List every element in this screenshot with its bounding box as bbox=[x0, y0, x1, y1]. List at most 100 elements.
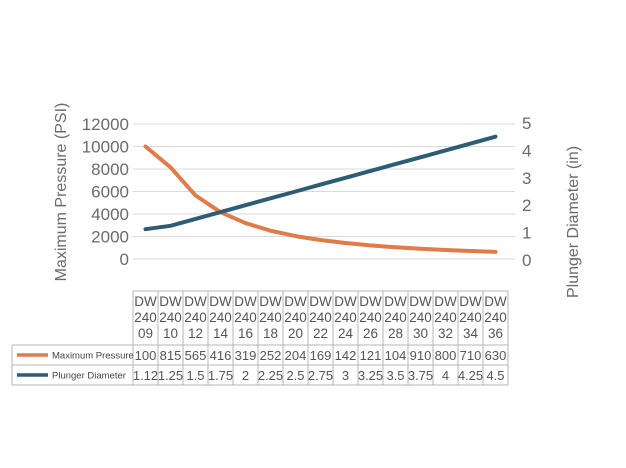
data-label: 1.75 bbox=[208, 368, 233, 383]
category-label: 30 bbox=[413, 326, 428, 341]
category-label: 240 bbox=[259, 310, 282, 325]
data-label: 3.5 bbox=[386, 368, 404, 383]
data-label: 3 bbox=[342, 368, 349, 383]
data-label: 1.25 bbox=[158, 368, 183, 383]
y-tick-label: 4000 bbox=[91, 205, 129, 224]
category-label: DW bbox=[284, 294, 307, 309]
maximum-pressure-line bbox=[143, 144, 498, 254]
data-label: 565 bbox=[185, 348, 207, 363]
category-label: DW bbox=[259, 294, 282, 309]
category-label: 28 bbox=[388, 326, 403, 341]
y-tick-label: 12000 bbox=[82, 115, 129, 134]
data-label: 3.25 bbox=[358, 368, 383, 383]
data-label: 100 bbox=[135, 348, 157, 363]
category-label: 240 bbox=[409, 310, 432, 325]
category-label: 12 bbox=[188, 326, 203, 341]
data-label: 121 bbox=[360, 348, 382, 363]
y-axis-left-label: Maximum Pressure (PSI) bbox=[53, 103, 70, 282]
data-label: 815 bbox=[160, 348, 182, 363]
category-label: 240 bbox=[334, 310, 357, 325]
data-label: 104 bbox=[385, 348, 407, 363]
category-label: 18 bbox=[263, 326, 278, 341]
y-axis-right-ticks: 5 4 3 2 1 0 bbox=[522, 114, 531, 270]
data-table: DW24009DW24010DW24012DW24014DW24016DW240… bbox=[11, 290, 509, 386]
category-label: 240 bbox=[234, 310, 257, 325]
legend-label: Plunger Diameter bbox=[52, 371, 126, 382]
category-label: DW bbox=[234, 294, 257, 309]
category-label: 240 bbox=[184, 310, 207, 325]
data-label: 4 bbox=[442, 368, 449, 383]
data-label: 800 bbox=[435, 348, 457, 363]
category-label: 240 bbox=[309, 310, 332, 325]
category-label: 34 bbox=[463, 326, 479, 341]
category-label: 240 bbox=[384, 310, 407, 325]
y2-tick-label: 2 bbox=[522, 196, 531, 215]
category-label: 32 bbox=[438, 326, 453, 341]
data-label: 204 bbox=[285, 348, 307, 363]
plunger-diameter-line bbox=[143, 134, 498, 232]
category-label: DW bbox=[484, 294, 507, 309]
data-label: 319 bbox=[235, 348, 257, 363]
y-tick-label: 10000 bbox=[82, 138, 129, 157]
legend-label: Maximum Pressure bbox=[52, 351, 134, 362]
category-label: DW bbox=[159, 294, 182, 309]
category-label: 36 bbox=[488, 326, 503, 341]
gridlines bbox=[133, 123, 515, 260]
category-label: 240 bbox=[359, 310, 382, 325]
data-label: 710 bbox=[460, 348, 482, 363]
y-tick-label: 2000 bbox=[91, 228, 129, 247]
category-label: DW bbox=[359, 294, 382, 309]
data-label: 1.12 bbox=[133, 368, 158, 383]
category-label: 240 bbox=[209, 310, 232, 325]
y2-tick-label: 0 bbox=[522, 251, 531, 270]
category-label: DW bbox=[309, 294, 332, 309]
category-label: 20 bbox=[288, 326, 303, 341]
data-label: 142 bbox=[335, 348, 357, 363]
data-label: 1.5 bbox=[186, 368, 204, 383]
category-label: DW bbox=[409, 294, 432, 309]
data-label: 169 bbox=[310, 348, 332, 363]
data-label: 2.25 bbox=[258, 368, 283, 383]
category-label: 14 bbox=[213, 326, 229, 341]
plot-lines bbox=[143, 134, 498, 254]
data-label: 2.5 bbox=[286, 368, 304, 383]
category-label: 09 bbox=[138, 326, 153, 341]
category-label: 26 bbox=[363, 326, 378, 341]
data-label: 4.25 bbox=[458, 368, 483, 383]
data-label: 2 bbox=[242, 368, 249, 383]
category-label: 240 bbox=[134, 310, 157, 325]
y-axis-right-label: Plunger Diameter (in) bbox=[565, 146, 582, 298]
category-label: DW bbox=[184, 294, 207, 309]
category-label: 10 bbox=[163, 326, 178, 341]
y2-tick-label: 1 bbox=[522, 224, 531, 243]
y-tick-label: 6000 bbox=[91, 183, 129, 202]
data-label: 910 bbox=[410, 348, 432, 363]
category-label: 24 bbox=[338, 326, 354, 341]
category-label: DW bbox=[459, 294, 482, 309]
category-label: DW bbox=[134, 294, 157, 309]
y2-tick-label: 5 bbox=[522, 114, 531, 133]
category-label: 16 bbox=[238, 326, 253, 341]
y-axis-left-ticks: 12000 10000 8000 6000 4000 2000 0 bbox=[82, 115, 129, 269]
category-label: 240 bbox=[284, 310, 307, 325]
data-label: 2.75 bbox=[308, 368, 333, 383]
y2-tick-label: 4 bbox=[522, 141, 531, 160]
category-label: DW bbox=[209, 294, 232, 309]
y-tick-label: 0 bbox=[120, 250, 129, 269]
category-label: 22 bbox=[313, 326, 328, 341]
category-label: 240 bbox=[159, 310, 182, 325]
data-label: 630 bbox=[485, 348, 507, 363]
data-label: 4.5 bbox=[486, 368, 504, 383]
y2-tick-label: 3 bbox=[522, 169, 531, 188]
y-tick-label: 8000 bbox=[91, 160, 129, 179]
category-label: 240 bbox=[484, 310, 507, 325]
category-label: 240 bbox=[434, 310, 457, 325]
category-label: DW bbox=[434, 294, 457, 309]
category-label: 240 bbox=[459, 310, 482, 325]
category-label: DW bbox=[334, 294, 357, 309]
data-label: 416 bbox=[210, 348, 232, 363]
data-label: 3.75 bbox=[408, 368, 433, 383]
data-label: 252 bbox=[260, 348, 282, 363]
category-label: DW bbox=[384, 294, 407, 309]
